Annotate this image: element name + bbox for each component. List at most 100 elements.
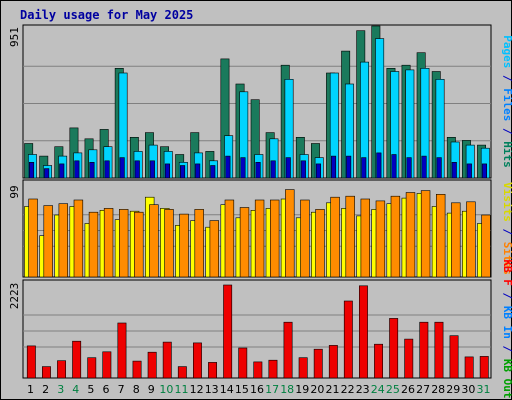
day-label-16: 16 [250,383,264,396]
bar-kb-f-day-2 [41,366,51,379]
bar-sites-day-8 [134,211,144,278]
bar-sites-day-25 [390,195,401,278]
bar-kb-f-day-23 [358,285,368,379]
day-label-14: 14 [220,383,234,396]
legend-entry: / [501,121,512,141]
bar-kb-f-day-6 [102,351,112,379]
bar-pages-day-3 [59,163,65,179]
bar-pages-day-27 [421,155,427,179]
day-label-8: 8 [133,383,140,396]
bar-sites-day-15 [239,207,250,278]
legend-entry: KB F [501,259,512,286]
bar-pages-day-7 [119,157,125,179]
bar-sites-day-21 [330,196,340,278]
bar-kb-f-day-11 [177,366,187,379]
panel-max-label: 99 [8,185,21,198]
bar-pages-day-13 [210,165,216,179]
bar-pages-day-10 [164,163,170,179]
bar-sites-day-27 [420,190,431,278]
day-label-13: 13 [205,383,219,396]
day-labels: 1 2 3 4 5 6 7 8 9 10 11 12 13 14 15 16 17 18 19 20 21 22 23 24 2… [27,383,491,396]
day-label-6: 6 [103,383,110,396]
day-label-3: 3 [57,383,64,396]
bar-sites-day-23 [360,198,370,278]
bar-sites-day-7 [119,209,129,278]
bar-pages-day-18 [285,157,291,179]
day-label-20: 20 [310,383,324,396]
panel-legend: KB F / KB In / KB Out [501,259,512,398]
panel-requests: 951 Pages / Files / Hits [8,24,512,179]
bar-sites-day-18 [285,189,295,278]
day-label-4: 4 [72,383,79,396]
day-label-12: 12 [190,383,204,396]
bar-pages-day-26 [406,157,412,179]
bar-kb-f-day-16 [253,361,263,379]
bar-sites-day-2 [43,205,53,278]
panel-max-label: 951 [8,27,21,47]
day-label-31: 31 [477,383,491,396]
bar-kb-f-day-20 [313,348,323,379]
chart-title: Daily usage for May 2025 [20,8,193,22]
bar-pages-day-12 [195,163,201,179]
bar-sites-day-13 [209,220,219,278]
day-label-10: 10 [159,383,173,396]
bar-kb-f-day-21 [328,345,338,379]
bar-sites-day-9 [149,204,159,278]
bar-pages-day-30 [466,163,472,179]
bar-kb-f-day-5 [87,357,97,379]
legend-entry: / [501,68,512,88]
bar-sites-day-24 [375,200,386,278]
bar-kb-f-day-26 [404,338,414,379]
legend-entry: Visits [501,182,512,222]
bar-pages-day-17 [270,160,276,179]
legend-entry: KB Out [501,359,512,399]
bar-pages-day-25 [391,154,397,179]
bar-pages-day-9 [149,160,155,179]
bar-kb-f-day-17 [268,359,278,379]
bar-sites-day-20 [315,209,325,278]
bar-kb-f-day-7 [117,322,127,379]
legend-entry: Files [501,88,512,121]
bar-pages-day-11 [180,165,186,179]
bar-kb-f-day-29 [449,335,459,379]
day-label-18: 18 [280,383,294,396]
panel-max-label: 2223 [8,283,21,310]
legend-entry: Pages [501,35,512,68]
day-label-24: 24 [371,383,385,396]
bar-kb-f-day-13 [208,362,217,379]
bar-pages-day-24 [376,152,382,179]
bar-pages-day-23 [361,157,367,179]
panel-legend: Pages / Files / Hits [501,35,512,168]
legend-entry: / [501,222,512,242]
day-label-21: 21 [326,383,340,396]
day-label-17: 17 [265,383,279,396]
bar-sites-day-17 [269,199,280,278]
bar-sites-day-3 [58,203,69,278]
bar-sites-day-6 [103,208,114,278]
bar-sites-day-12 [194,209,204,278]
day-label-22: 22 [341,383,355,396]
bar-sites-day-5 [88,211,99,278]
day-label-26: 26 [401,383,415,396]
bar-pages-day-20 [315,163,322,179]
day-label-27: 27 [416,383,430,396]
bar-pages-day-19 [300,160,306,179]
day-label-23: 23 [356,383,370,396]
bar-kb-f-day-31 [479,356,489,379]
bar-pages-day-31 [481,163,488,179]
bar-kb-f-day-12 [193,342,202,379]
day-label-25: 25 [386,383,400,396]
bar-pages-day-8 [134,160,140,179]
bar-pages-day-5 [89,162,95,179]
day-label-7: 7 [118,383,125,396]
day-label-2: 2 [42,383,49,396]
bar-sites-day-22 [345,195,355,278]
legend-entry: / [501,286,512,306]
bar-kb-f-day-9 [147,351,157,379]
legend-entry: KB In [501,306,512,339]
bar-sites-day-30 [466,201,476,278]
bar-sites-day-4 [73,199,84,278]
